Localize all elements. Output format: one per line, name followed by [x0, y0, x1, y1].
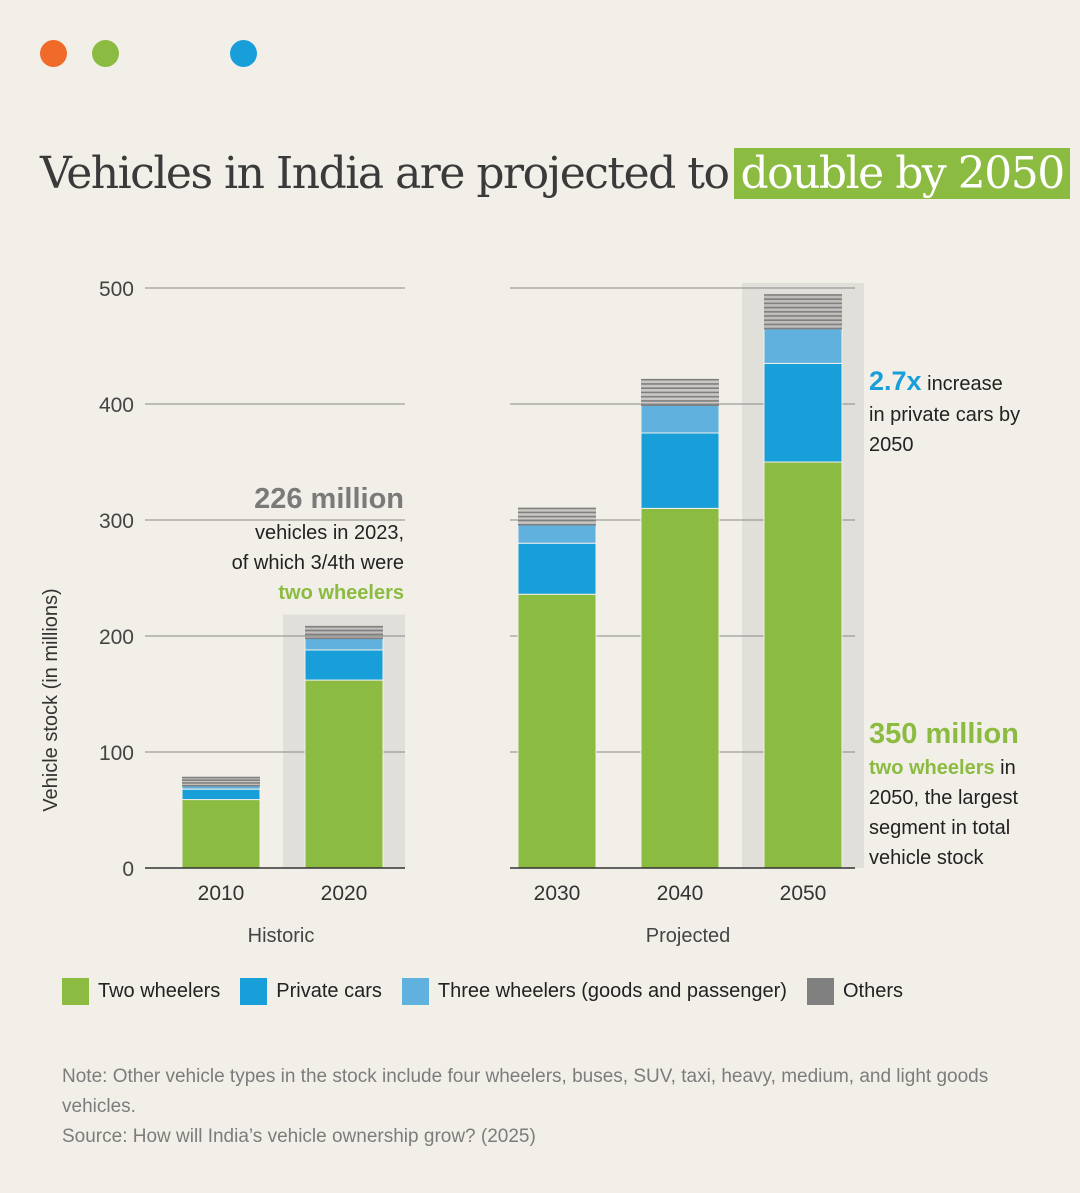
bar-three-2050 [763, 328, 843, 364]
legend-label-others: Others [842, 980, 903, 1002]
group-label-historic: Historic [248, 925, 315, 947]
annotation-226-million-accent: two wheelers [278, 582, 404, 604]
bar-three-2040 [640, 404, 720, 434]
bar-two-2040 [640, 507, 720, 869]
bar-two-2050 [763, 461, 843, 869]
bar-private-2010 [181, 788, 261, 801]
orange-dot-icon [40, 40, 67, 67]
green-dot-icon [92, 40, 119, 67]
y-tick-label: 0 [122, 858, 134, 881]
y-tick-label: 500 [99, 278, 134, 301]
annotation-350-million-accent: two wheelers [869, 757, 995, 779]
note-text: Note: Other vehicle types in the stock i… [62, 1066, 989, 1117]
x-tick-label-2030: 2030 [534, 882, 581, 905]
bar-private-2050 [763, 362, 843, 463]
bar-others-2010 [182, 777, 260, 786]
bar-two-2020 [304, 679, 384, 869]
annotation-2-7x-big: 2.7x [869, 366, 922, 396]
legend-swatch-others [806, 978, 834, 1005]
bar-two-2010 [181, 799, 261, 869]
legend-item-private-cars: Private cars [240, 978, 382, 1005]
annotation-350-million-accent-rest: in [995, 757, 1016, 779]
annotation-226-million-big: 226 million [254, 483, 404, 515]
chart-title-main: Vehicles in India are projected to [40, 148, 730, 199]
annotation-350-million-line: 2050, the largest [869, 787, 1018, 809]
footnote: Note: Other vehicle types in the stock i… [62, 1062, 1042, 1152]
annotation-350-million-line: segment in total [869, 817, 1010, 839]
chart-title: Vehicles in India are projected to double… [40, 142, 1070, 206]
legend-swatch-two-wheelers [62, 978, 89, 1005]
bar-three-2030 [517, 524, 597, 544]
y-axis-label: Vehicle stock (in millions) [40, 588, 62, 811]
x-tick-label-2050: 2050 [780, 882, 827, 905]
annotation-350-million-line: vehicle stock [869, 847, 984, 869]
blue-dot-icon [230, 40, 257, 67]
annotation-2-7x-first-line: 2.7x increase [869, 366, 1003, 396]
legend-item-others: Others [806, 978, 903, 1005]
chart-legend: Two wheelers Private cars Three wheelers… [62, 978, 923, 1005]
annotation-2-7x-line: 2050 [869, 434, 914, 456]
annotation-226-million-line: vehicles in 2023, [255, 522, 404, 544]
legend-item-three-wheelers: Three wheelers (goods and passenger) [401, 978, 787, 1005]
annotation-2-7x-line: in private cars by [869, 404, 1020, 426]
bar-three-2020 [304, 637, 384, 651]
legend-swatch-private-cars [240, 978, 268, 1005]
legend-label-private-cars: Private cars [276, 980, 382, 1002]
x-tick-label-2010: 2010 [198, 882, 245, 905]
bar-others-2020 [305, 626, 383, 639]
decorative-dots [40, 40, 280, 68]
legend-label-three-wheelers: Three wheelers (goods and passenger) [437, 980, 787, 1002]
annotation-226-million-line: of which 3/4th were [232, 552, 404, 574]
source-text: Source: How will India’s vehicle ownersh… [62, 1126, 536, 1147]
bar-private-2030 [517, 542, 597, 595]
annotation-2-7x-rest: increase [922, 373, 1003, 395]
stacked-bar-chart: 0 100 200 300 400 500 Vehicle stock (in millio… [40, 278, 1020, 947]
bar-two-2030 [517, 593, 597, 869]
annotation-350-million-big: 350 million [869, 718, 1019, 750]
y-tick-label: 100 [99, 742, 134, 765]
legend-item-two-wheelers: Two wheelers [62, 978, 220, 1005]
y-tick-label: 300 [99, 510, 134, 533]
bar-private-2020 [304, 649, 384, 681]
y-tick-label: 400 [99, 394, 134, 417]
chart-title-highlight: double by 2050 [734, 148, 1070, 199]
legend-swatch-three-wheelers [401, 978, 429, 1005]
bar-private-2040 [640, 432, 720, 509]
group-label-projected: Projected [646, 925, 731, 947]
y-tick-label: 200 [99, 626, 134, 649]
legend-label-two-wheelers: Two wheelers [98, 980, 221, 1002]
x-tick-label-2020: 2020 [321, 882, 368, 905]
annotation-350-million-line1: two wheelers in [869, 757, 1016, 779]
x-tick-label-2040: 2040 [657, 882, 704, 905]
